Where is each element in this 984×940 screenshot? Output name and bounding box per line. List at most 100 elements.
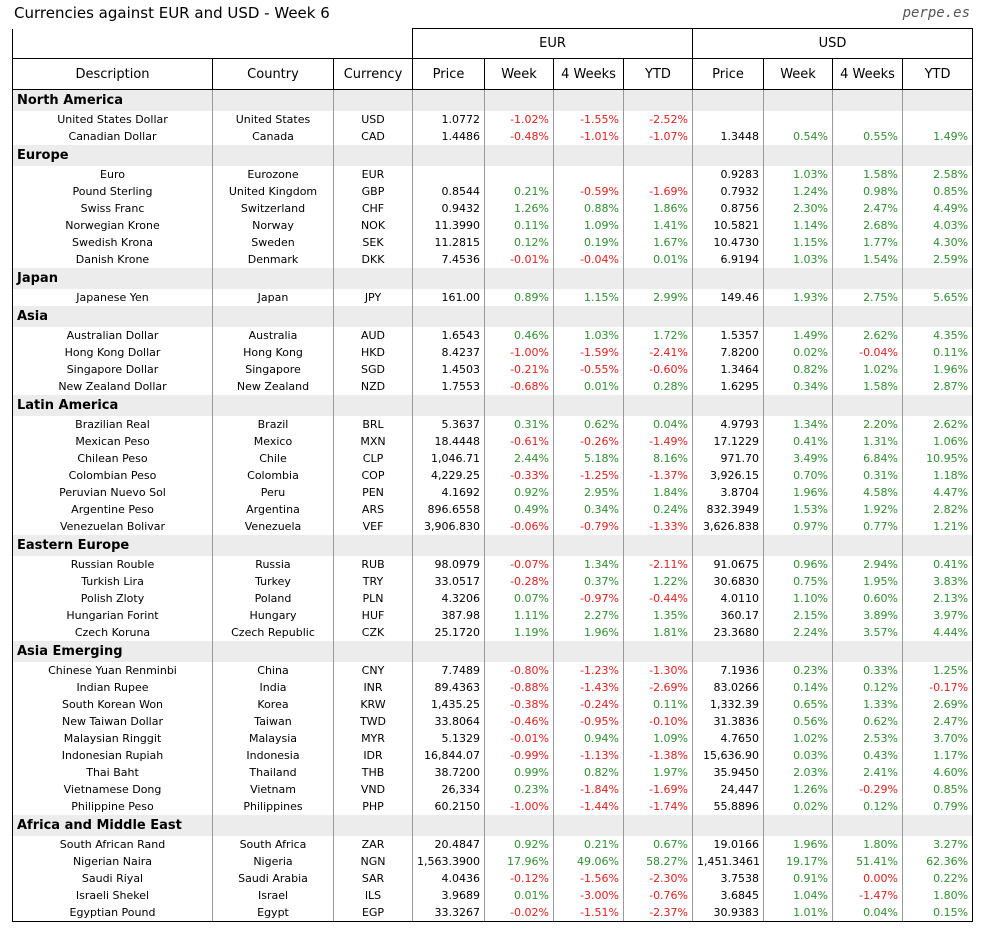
section-name: Latin America	[12, 395, 213, 416]
section-cell	[412, 145, 485, 166]
price-cell: 7.1936	[692, 662, 764, 679]
change-cell: 0.12%	[832, 798, 903, 815]
text-cell: Brazilian Real	[12, 416, 213, 433]
section-cell	[412, 395, 485, 416]
change-cell: 1.10%	[763, 590, 833, 607]
section-cell	[622, 395, 693, 416]
change-cell: 1.22%	[622, 573, 693, 590]
change-cell: 1.84%	[622, 484, 693, 501]
change-cell: 3.27%	[902, 836, 974, 853]
section-cell	[484, 815, 554, 836]
section-cell	[212, 268, 334, 289]
section-cell	[212, 145, 334, 166]
change-cell: -0.21%	[484, 361, 554, 378]
change-cell: -1.00%	[484, 344, 554, 361]
change-cell: 2.30%	[763, 200, 833, 217]
data-row: Brazilian Real Brazil BRL 5.3637 0.31% 0.62% 0…	[12, 416, 974, 433]
section-name: Asia	[12, 306, 213, 327]
price-cell: 1.4486	[412, 128, 485, 145]
change-cell: -2.69%	[622, 679, 693, 696]
section-cell	[553, 395, 624, 416]
text-cell: United Kingdom	[212, 183, 334, 200]
change-cell: 51.41%	[832, 853, 903, 870]
section-cell	[832, 641, 903, 662]
change-cell: 6.84%	[832, 450, 903, 467]
data-row: Indian Rupee India INR 89.4363 -0.88% -1.43% -…	[12, 679, 974, 696]
text-cell: Vietnamese Dong	[12, 781, 213, 798]
change-cell: -0.44%	[622, 590, 693, 607]
price-cell: 0.8756	[692, 200, 764, 217]
change-cell: -0.79%	[553, 518, 624, 535]
change-cell: -1.07%	[622, 128, 693, 145]
change-cell: 5.18%	[553, 450, 624, 467]
change-cell: 0.11%	[484, 217, 554, 234]
change-cell: 0.67%	[622, 836, 693, 853]
text-cell: Swiss Franc	[12, 200, 213, 217]
text-cell: Australia	[212, 327, 334, 344]
text-cell: Indian Rupee	[12, 679, 213, 696]
section-cell	[622, 89, 693, 111]
change-cell: 1.06%	[902, 433, 974, 450]
price-cell: 1.5357	[692, 327, 764, 344]
change-cell: 1.03%	[553, 327, 624, 344]
section-row: Asia Emerging	[12, 641, 974, 662]
text-cell: VEF	[333, 518, 413, 535]
change-cell: 1.31%	[832, 433, 903, 450]
text-cell: DKK	[333, 251, 413, 268]
change-cell: -1.01%	[553, 128, 624, 145]
price-cell: 91.0675	[692, 556, 764, 573]
section-row: Africa and Middle East	[12, 815, 974, 836]
change-cell: 1.49%	[902, 128, 974, 145]
change-cell: -0.12%	[484, 870, 554, 887]
change-cell: 0.37%	[553, 573, 624, 590]
change-cell: 0.88%	[553, 200, 624, 217]
text-cell: KRW	[333, 696, 413, 713]
title: Currencies against EUR and USD - Week 6	[14, 4, 330, 22]
price-cell: 1,332.39	[692, 696, 764, 713]
text-cell: New Zealand Dollar	[12, 378, 213, 395]
group-header-row: EUR USD	[12, 28, 974, 59]
text-cell: HKD	[333, 344, 413, 361]
change-cell: 3.83%	[902, 573, 974, 590]
text-cell: MXN	[333, 433, 413, 450]
change-cell: 5.65%	[902, 289, 974, 306]
change-cell: 0.94%	[553, 730, 624, 747]
change-cell: -0.07%	[484, 556, 554, 573]
text-cell: Poland	[212, 590, 334, 607]
price-cell: 55.8896	[692, 798, 764, 815]
section-cell	[333, 268, 413, 289]
text-cell: Switzerland	[212, 200, 334, 217]
section-cell	[212, 89, 334, 111]
change-cell: 0.77%	[832, 518, 903, 535]
change-cell: -0.95%	[553, 713, 624, 730]
text-cell: Denmark	[212, 251, 334, 268]
text-cell: Hong Kong Dollar	[12, 344, 213, 361]
price-cell: 26,334	[412, 781, 485, 798]
price-cell: 3,906.830	[412, 518, 485, 535]
change-cell: -1.43%	[553, 679, 624, 696]
section-name: Africa and Middle East	[12, 815, 213, 836]
text-cell: GBP	[333, 183, 413, 200]
price-cell: 19.0166	[692, 836, 764, 853]
price-cell: 15,636.90	[692, 747, 764, 764]
change-cell: 1.21%	[902, 518, 974, 535]
section-cell	[902, 395, 974, 416]
section-cell	[553, 145, 624, 166]
text-cell: CNY	[333, 662, 413, 679]
change-cell: 0.60%	[832, 590, 903, 607]
data-row: Japanese Yen Japan JPY 161.00 0.89% 1.15% 2.99…	[12, 289, 974, 306]
change-cell: 0.62%	[553, 416, 624, 433]
price-cell: 1.3464	[692, 361, 764, 378]
text-cell: Thai Baht	[12, 764, 213, 781]
text-cell: Taiwan	[212, 713, 334, 730]
change-cell: 1.01%	[763, 904, 833, 922]
section-row: Latin America	[12, 395, 974, 416]
section-cell	[412, 89, 485, 111]
text-cell: NZD	[333, 378, 413, 395]
section-cell	[832, 145, 903, 166]
change-cell: 1.03%	[763, 166, 833, 183]
text-cell: INR	[333, 679, 413, 696]
data-row: Chinese Yuan Renminbi China CNY 7.7489 -0.80…	[12, 662, 974, 679]
change-cell: 1.14%	[763, 217, 833, 234]
text-cell: Norwegian Krone	[12, 217, 213, 234]
